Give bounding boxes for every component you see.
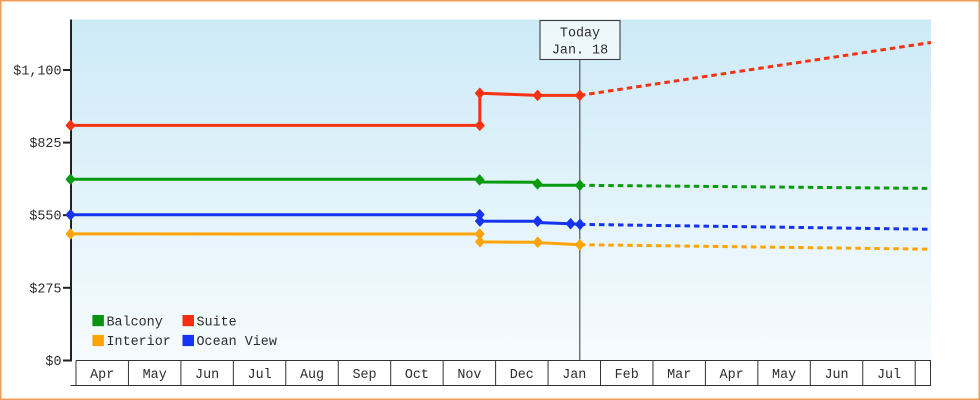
svg-text:Apr: Apr (90, 368, 114, 383)
svg-text:Apr: Apr (720, 368, 744, 383)
svg-text:Jan: Jan (562, 368, 586, 383)
svg-text:Balcony: Balcony (107, 315, 163, 330)
svg-text:Mar: Mar (667, 368, 691, 383)
svg-text:May: May (143, 368, 167, 383)
svg-text:Jan. 18: Jan. 18 (552, 44, 608, 59)
svg-text:$1,100: $1,100 (13, 65, 61, 80)
svg-text:$275: $275 (29, 282, 61, 297)
svg-text:Ocean View: Ocean View (197, 335, 277, 350)
svg-text:Jun: Jun (195, 368, 219, 383)
svg-text:May: May (772, 368, 796, 383)
svg-text:Jul: Jul (877, 368, 901, 383)
svg-text:Dec: Dec (510, 368, 534, 383)
svg-text:$550: $550 (29, 210, 61, 225)
svg-text:$0: $0 (45, 355, 61, 370)
svg-text:Jul: Jul (248, 368, 272, 383)
svg-text:Feb: Feb (615, 368, 639, 383)
svg-text:Interior: Interior (107, 335, 171, 350)
svg-text:Today: Today (560, 27, 600, 42)
svg-text:Suite: Suite (197, 315, 237, 330)
svg-text:Oct: Oct (405, 368, 429, 383)
svg-text:$825: $825 (29, 137, 61, 152)
svg-text:Aug: Aug (300, 368, 324, 383)
svg-text:Nov: Nov (457, 368, 481, 383)
svg-text:Jun: Jun (824, 368, 848, 383)
svg-text:Sep: Sep (352, 368, 376, 383)
